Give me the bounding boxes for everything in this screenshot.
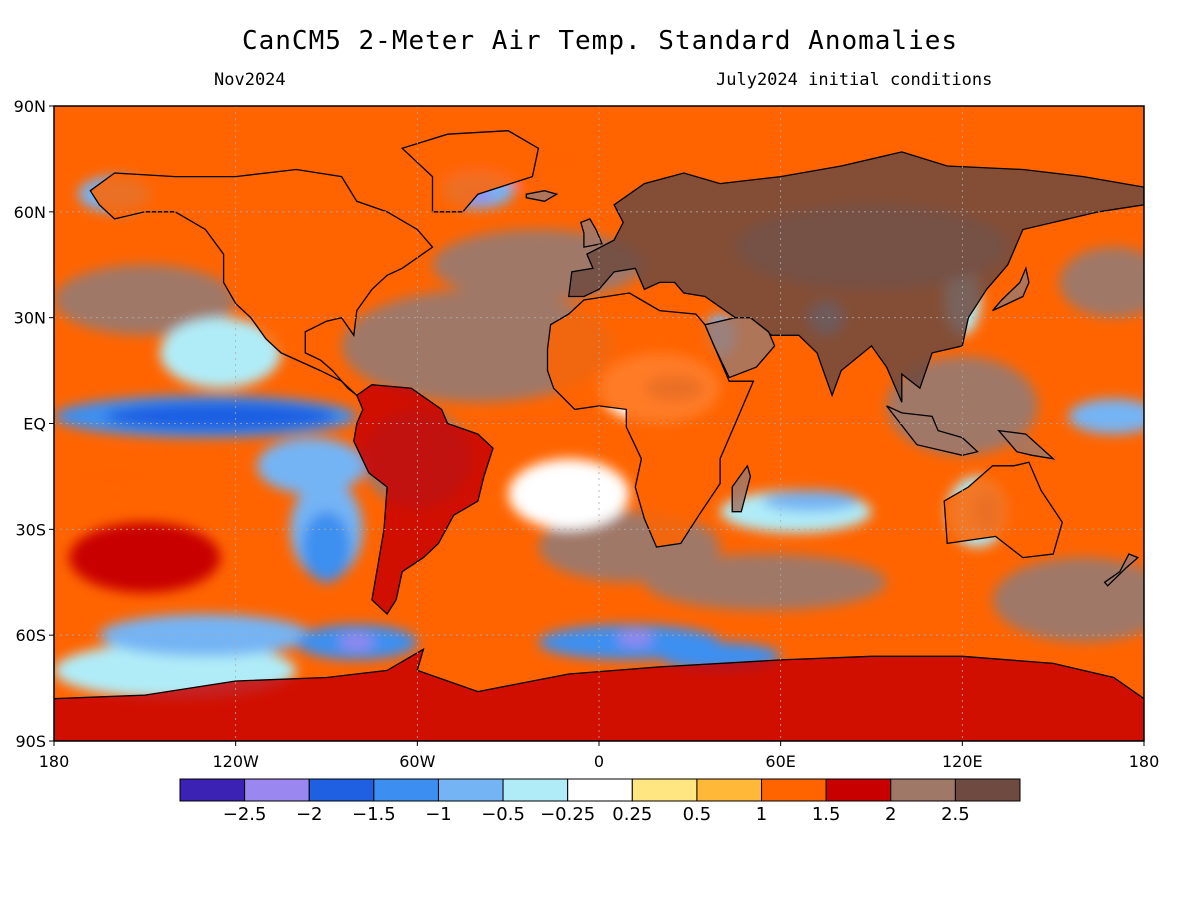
land-europe-asia: [567, 151, 1144, 403]
land-indonesia: [886, 405, 979, 456]
legend-swatch-8: [696, 778, 763, 802]
lon-tick-label-3: 0: [594, 752, 604, 771]
map-plot-area: [54, 106, 1144, 741]
land-madagascar: [731, 464, 752, 513]
land-iceland: [525, 190, 559, 202]
lon-tick-label-1: 120W: [212, 752, 259, 771]
lon-tick-label-6: 180: [1129, 752, 1160, 771]
land-arabia: [704, 317, 776, 379]
legend-label-9: 1.5: [812, 804, 841, 825]
legend-label-6: 0.25: [612, 804, 652, 825]
legend-swatch-1: [244, 778, 310, 802]
legend-label-1: −2: [296, 804, 323, 825]
anomaly-blob-37: [1068, 398, 1144, 435]
legend-swatch-5: [502, 778, 569, 802]
color-legend: −2.5 −2 −1.5 −1 −0.5 −0.25 0.25 0.5 1 1.5 2 2.5: [179, 778, 1021, 825]
map-title: CanCM5 2-Meter Air Temp. Standard Anomal…: [241, 26, 959, 56]
land-greenland: [400, 130, 540, 213]
graticule: [54, 106, 1144, 741]
land-japan: [992, 266, 1030, 312]
legend-label-10: 2: [885, 804, 896, 825]
anomaly-blob-0: [54, 264, 236, 336]
lat-tick-label-0: 90N: [14, 97, 46, 116]
lat-tick-label-5: 60S: [15, 626, 46, 645]
anomaly-blob-36: [1059, 247, 1144, 318]
land-north-america: [89, 168, 434, 396]
legend-label-4: −0.5: [481, 804, 525, 825]
lon-tick-label-0: 180: [39, 752, 70, 771]
legend-label-3: −1: [425, 804, 452, 825]
anomaly-blob-40: [508, 458, 630, 530]
legend-swatch-11: [890, 778, 956, 802]
legend-swatch-4: [437, 778, 504, 802]
land-masses: [54, 130, 1144, 741]
legend-swatch-3: [373, 778, 439, 802]
anomaly-blob-1: [159, 317, 282, 389]
land-australia: [943, 461, 1064, 559]
legend-label-7: 0.5: [683, 804, 712, 825]
land-britain: [580, 218, 603, 248]
land-new-zealand: [1103, 553, 1140, 587]
legend-swatch-12: [954, 778, 1021, 802]
legend-swatch-7: [631, 778, 698, 802]
anomaly-blob-12: [338, 635, 375, 650]
legend-label-2: −1.5: [352, 804, 396, 825]
legend-swatch-9: [761, 778, 827, 802]
legend-label-0: −2.5: [223, 804, 267, 825]
land-south-america: [353, 384, 494, 616]
anomaly-blob-7: [69, 522, 221, 593]
anomaly-blob-22: [762, 490, 860, 512]
legend-label-5: −0.25: [540, 804, 595, 825]
legend-swatch-0: [179, 778, 246, 802]
legend-swatch-2: [308, 778, 375, 802]
anomaly-blob-8: [60, 455, 170, 498]
init-conditions-label: July2024 initial conditions: [716, 70, 993, 90]
legend-swatch-10: [825, 778, 892, 802]
lat-tick-label-2: 30N: [14, 309, 46, 328]
lat-tick-label-1: 60N: [14, 203, 46, 222]
lon-tick-label-4: 60E: [765, 752, 795, 771]
valid-month-label: Nov2024: [214, 70, 286, 90]
legend-label-8: 1: [756, 804, 767, 825]
land-africa: [546, 292, 755, 548]
legend-label-11: 2.5: [941, 804, 970, 825]
lat-tick-label-3: EQ: [23, 415, 46, 434]
lat-tick-label-6: 90S: [15, 732, 46, 751]
anomaly-blob-6: [302, 511, 351, 583]
anomaly-blob-38: [992, 557, 1144, 643]
lon-tick-label-2: 60W: [399, 752, 435, 771]
lat-tick-label-4: 30S: [15, 520, 46, 539]
land-new-guinea: [997, 429, 1056, 460]
lon-tick-label-5: 120E: [942, 752, 983, 771]
anomaly-blob-23: [644, 554, 887, 611]
anomaly-blob-3: [105, 402, 336, 431]
legend-swatch-6: [567, 778, 633, 802]
anomaly-blob-14: [617, 631, 654, 646]
anomaly-blob-4: [256, 437, 366, 495]
